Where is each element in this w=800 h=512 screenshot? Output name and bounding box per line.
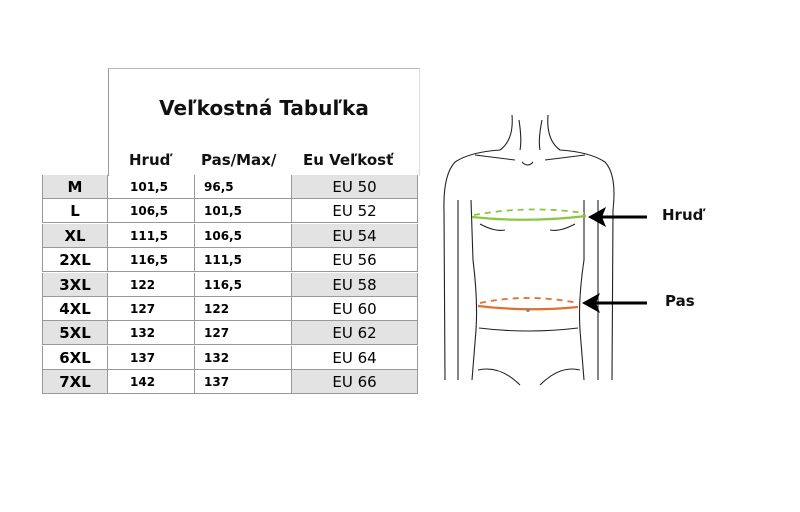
chest-arrow-icon — [588, 207, 647, 227]
table-row: 4XL 127 122 EU 60 — [42, 297, 418, 321]
table-row: 5XL 132 127 EU 62 — [42, 321, 418, 346]
size-cell: 5XL — [42, 321, 108, 346]
column-header-waist: Pas/Max/ — [201, 151, 277, 169]
chest-cell: 106,5 — [108, 199, 195, 224]
waist-cell: 122 — [195, 297, 292, 321]
size-cell: 7XL — [42, 370, 108, 395]
table-row: L 106,5 101,5 EU 52 — [42, 199, 418, 224]
page-title: Veľkostná Tabuľka — [159, 96, 369, 120]
size-cell: 4XL — [42, 297, 108, 321]
chest-cell: 137 — [108, 345, 195, 370]
chest-measure-line — [471, 214, 587, 221]
size-cell: 3XL — [42, 272, 108, 297]
table-row: XL 111,5 106,5 EU 54 — [42, 223, 418, 248]
torso-outline — [443, 114, 615, 386]
eu-size-cell: EU 58 — [292, 272, 418, 297]
chest-cell: 122 — [108, 272, 195, 297]
table-row: 6XL 137 132 EU 64 — [42, 345, 418, 370]
eu-size-cell: EU 64 — [292, 345, 418, 370]
size-cell: XL — [42, 223, 108, 248]
waist-cell: 127 — [195, 321, 292, 346]
waist-arrow-icon — [582, 293, 647, 313]
eu-size-cell: EU 52 — [292, 199, 418, 224]
table-header: Veľkostná Tabuľka Hruď Pas/Max/ Eu Veľko… — [108, 68, 420, 176]
waist-cell: 116,5 — [195, 272, 292, 297]
size-cell: 6XL — [42, 345, 108, 370]
chest-cell: 127 — [108, 297, 195, 321]
table-row: M 101,5 96,5 EU 50 — [42, 175, 418, 199]
eu-size-cell: EU 66 — [292, 370, 418, 395]
waist-cell: 137 — [195, 370, 292, 395]
size-cell: L — [42, 199, 108, 224]
eu-size-cell: EU 56 — [292, 248, 418, 273]
column-header-chest: Hruď — [129, 151, 171, 169]
size-cell: M — [42, 175, 108, 199]
table-row: 7XL 142 137 EU 66 — [42, 370, 418, 395]
eu-size-cell: EU 50 — [292, 175, 418, 199]
column-header-eu-size: Eu Veľkosť — [303, 151, 394, 169]
waist-cell: 132 — [195, 345, 292, 370]
chest-cell: 116,5 — [108, 248, 195, 273]
chest-cell: 111,5 — [108, 223, 195, 248]
chest-cell: 142 — [108, 370, 195, 395]
chest-cell: 132 — [108, 321, 195, 346]
waist-cell: 101,5 — [195, 199, 292, 224]
chest-label: Hruď — [662, 206, 704, 224]
waist-cell: 111,5 — [195, 248, 292, 273]
eu-size-cell: EU 62 — [292, 321, 418, 346]
waist-label: Pas — [665, 292, 695, 310]
waist-cell: 96,5 — [195, 175, 292, 199]
eu-size-cell: EU 60 — [292, 297, 418, 321]
table-row: 3XL 122 116,5 EU 58 — [42, 272, 418, 297]
navel-dot — [526, 308, 530, 312]
eu-size-cell: EU 54 — [292, 223, 418, 248]
waist-cell: 106,5 — [195, 223, 292, 248]
waist-measure-back — [479, 297, 579, 304]
table-row: 2XL 116,5 111,5 EU 56 — [42, 248, 418, 273]
chest-measure-back — [473, 208, 585, 216]
size-cell: 2XL — [42, 248, 108, 273]
chest-cell: 101,5 — [108, 175, 195, 199]
